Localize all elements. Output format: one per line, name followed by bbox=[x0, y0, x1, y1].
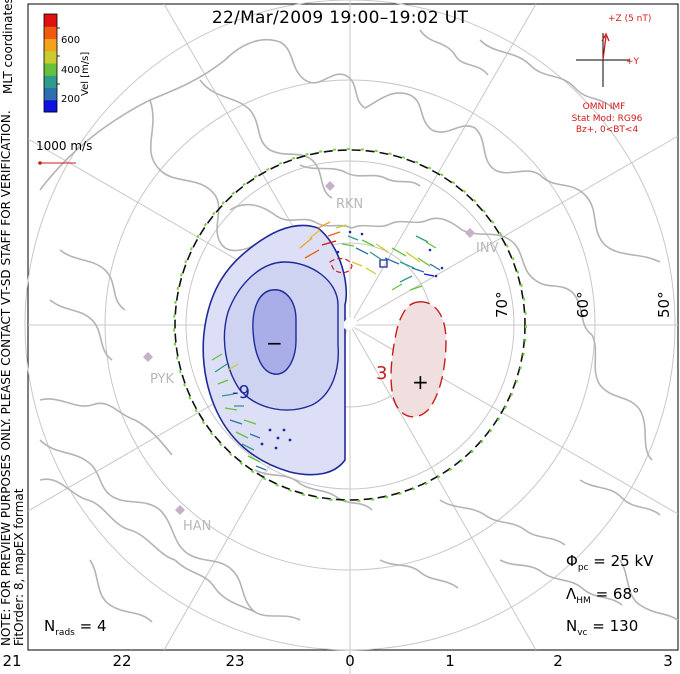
imf-source-label: OMNI IMF bbox=[582, 102, 626, 112]
phi-subscript: pc bbox=[577, 563, 589, 573]
fit-order-label: FitOrder: 8, mapEX format bbox=[12, 488, 26, 646]
small-blue-contour bbox=[379, 259, 388, 268]
colorbar-segment bbox=[44, 50, 57, 64]
map-title: 22/Mar/2009 19:00–19:02 UT bbox=[211, 8, 469, 28]
x-tick-0: 0 bbox=[345, 652, 355, 670]
imf-condition-label: Bz+, 0<BT<4 bbox=[575, 125, 639, 135]
radar-sites bbox=[143, 181, 475, 515]
nvc-value: = 130 bbox=[592, 617, 639, 635]
hm-boundary-vectors bbox=[173, 148, 527, 502]
latitude-label-60: 60° bbox=[574, 291, 592, 318]
latitude-label-50: 50° bbox=[655, 291, 673, 318]
negative-potential-cell bbox=[202, 224, 348, 476]
lambda-value: = 68° bbox=[595, 585, 640, 603]
colorbar-tick-400: 400 bbox=[61, 65, 81, 76]
radar-label-pyk: PYK bbox=[150, 372, 174, 387]
nrads-subscript: rads bbox=[55, 628, 75, 638]
colorbar-segment bbox=[44, 14, 57, 27]
x-tick-1: 1 bbox=[445, 652, 455, 670]
stat-model-label: Stat Mod: RG96 bbox=[571, 114, 643, 124]
velocity-scale-vector bbox=[38, 161, 76, 165]
imf-y-axis-label: +Y bbox=[626, 57, 640, 67]
x-tick-2: 2 bbox=[553, 652, 563, 670]
velocity-vector-dots-cusp bbox=[336, 230, 444, 278]
x-tick-23: 23 bbox=[225, 652, 245, 670]
nrads-value: = 4 bbox=[79, 617, 107, 635]
velocity-colorbar bbox=[43, 13, 60, 113]
hm-boundary-latitude: ΛHM = 68° bbox=[566, 585, 640, 606]
nrads-symbol: N bbox=[44, 617, 56, 635]
lambda-symbol: Λ bbox=[566, 585, 577, 603]
positive-contour-label: 3 bbox=[376, 363, 387, 384]
radar-label-rkn: RKN bbox=[336, 197, 363, 212]
number-of-vectors: Nvc = 130 bbox=[566, 617, 638, 638]
colorbar-segment bbox=[44, 63, 57, 76]
colorbar-segment bbox=[44, 87, 57, 101]
lambda-subscript: HM bbox=[576, 596, 591, 606]
nvc-subscript: vc bbox=[577, 628, 588, 638]
latitude-label-70: 70° bbox=[493, 291, 511, 318]
radar-label-inv: INV bbox=[476, 241, 499, 256]
colorbar-segment bbox=[44, 75, 57, 88]
radar-label-han: HAN bbox=[183, 519, 211, 534]
colorbar-segment bbox=[44, 26, 57, 39]
negative-cell-minimum-marker: − bbox=[266, 331, 283, 355]
negative-contour-label: -9 bbox=[232, 382, 250, 403]
noon-cusp bbox=[344, 317, 357, 330]
colorbar-frame bbox=[43, 13, 58, 113]
velocity-scale-label: 1000 m/s bbox=[36, 139, 93, 153]
coastlines bbox=[39, 29, 679, 623]
imf-vector bbox=[601, 32, 610, 61]
phi-value: = 25 kV bbox=[593, 552, 654, 570]
velocity-vectors-cusp bbox=[299, 221, 441, 291]
nvc-symbol: N bbox=[566, 617, 578, 635]
imf-z-axis-label: +Z (5 nT) bbox=[608, 14, 652, 24]
number-of-radars: Nrads = 4 bbox=[44, 617, 107, 638]
mlt-coordinates-label: MLT coordinates bbox=[1, 0, 15, 94]
colorbar-tick-600: 600 bbox=[61, 35, 81, 46]
colorbar-segment bbox=[44, 99, 57, 113]
velocity-vector-dots-dusk bbox=[260, 428, 292, 450]
phi-symbol: Φ bbox=[566, 552, 578, 570]
colorbar-segment bbox=[44, 38, 57, 52]
positive-cell-maximum-marker: + bbox=[412, 370, 429, 394]
colorbar-title: Vel [m/s] bbox=[80, 51, 91, 96]
x-tick-3: 3 bbox=[663, 652, 673, 670]
colorbar-tick-200: 200 bbox=[61, 94, 81, 105]
velocity-vectors-dusk bbox=[211, 353, 267, 471]
x-tick-21: 21 bbox=[2, 652, 22, 670]
cross-polar-cap-potential: Φpc = 25 kV bbox=[566, 552, 653, 573]
small-red-contour bbox=[329, 257, 353, 274]
x-tick-22: 22 bbox=[112, 652, 132, 670]
positive-potential-cell bbox=[390, 301, 447, 418]
